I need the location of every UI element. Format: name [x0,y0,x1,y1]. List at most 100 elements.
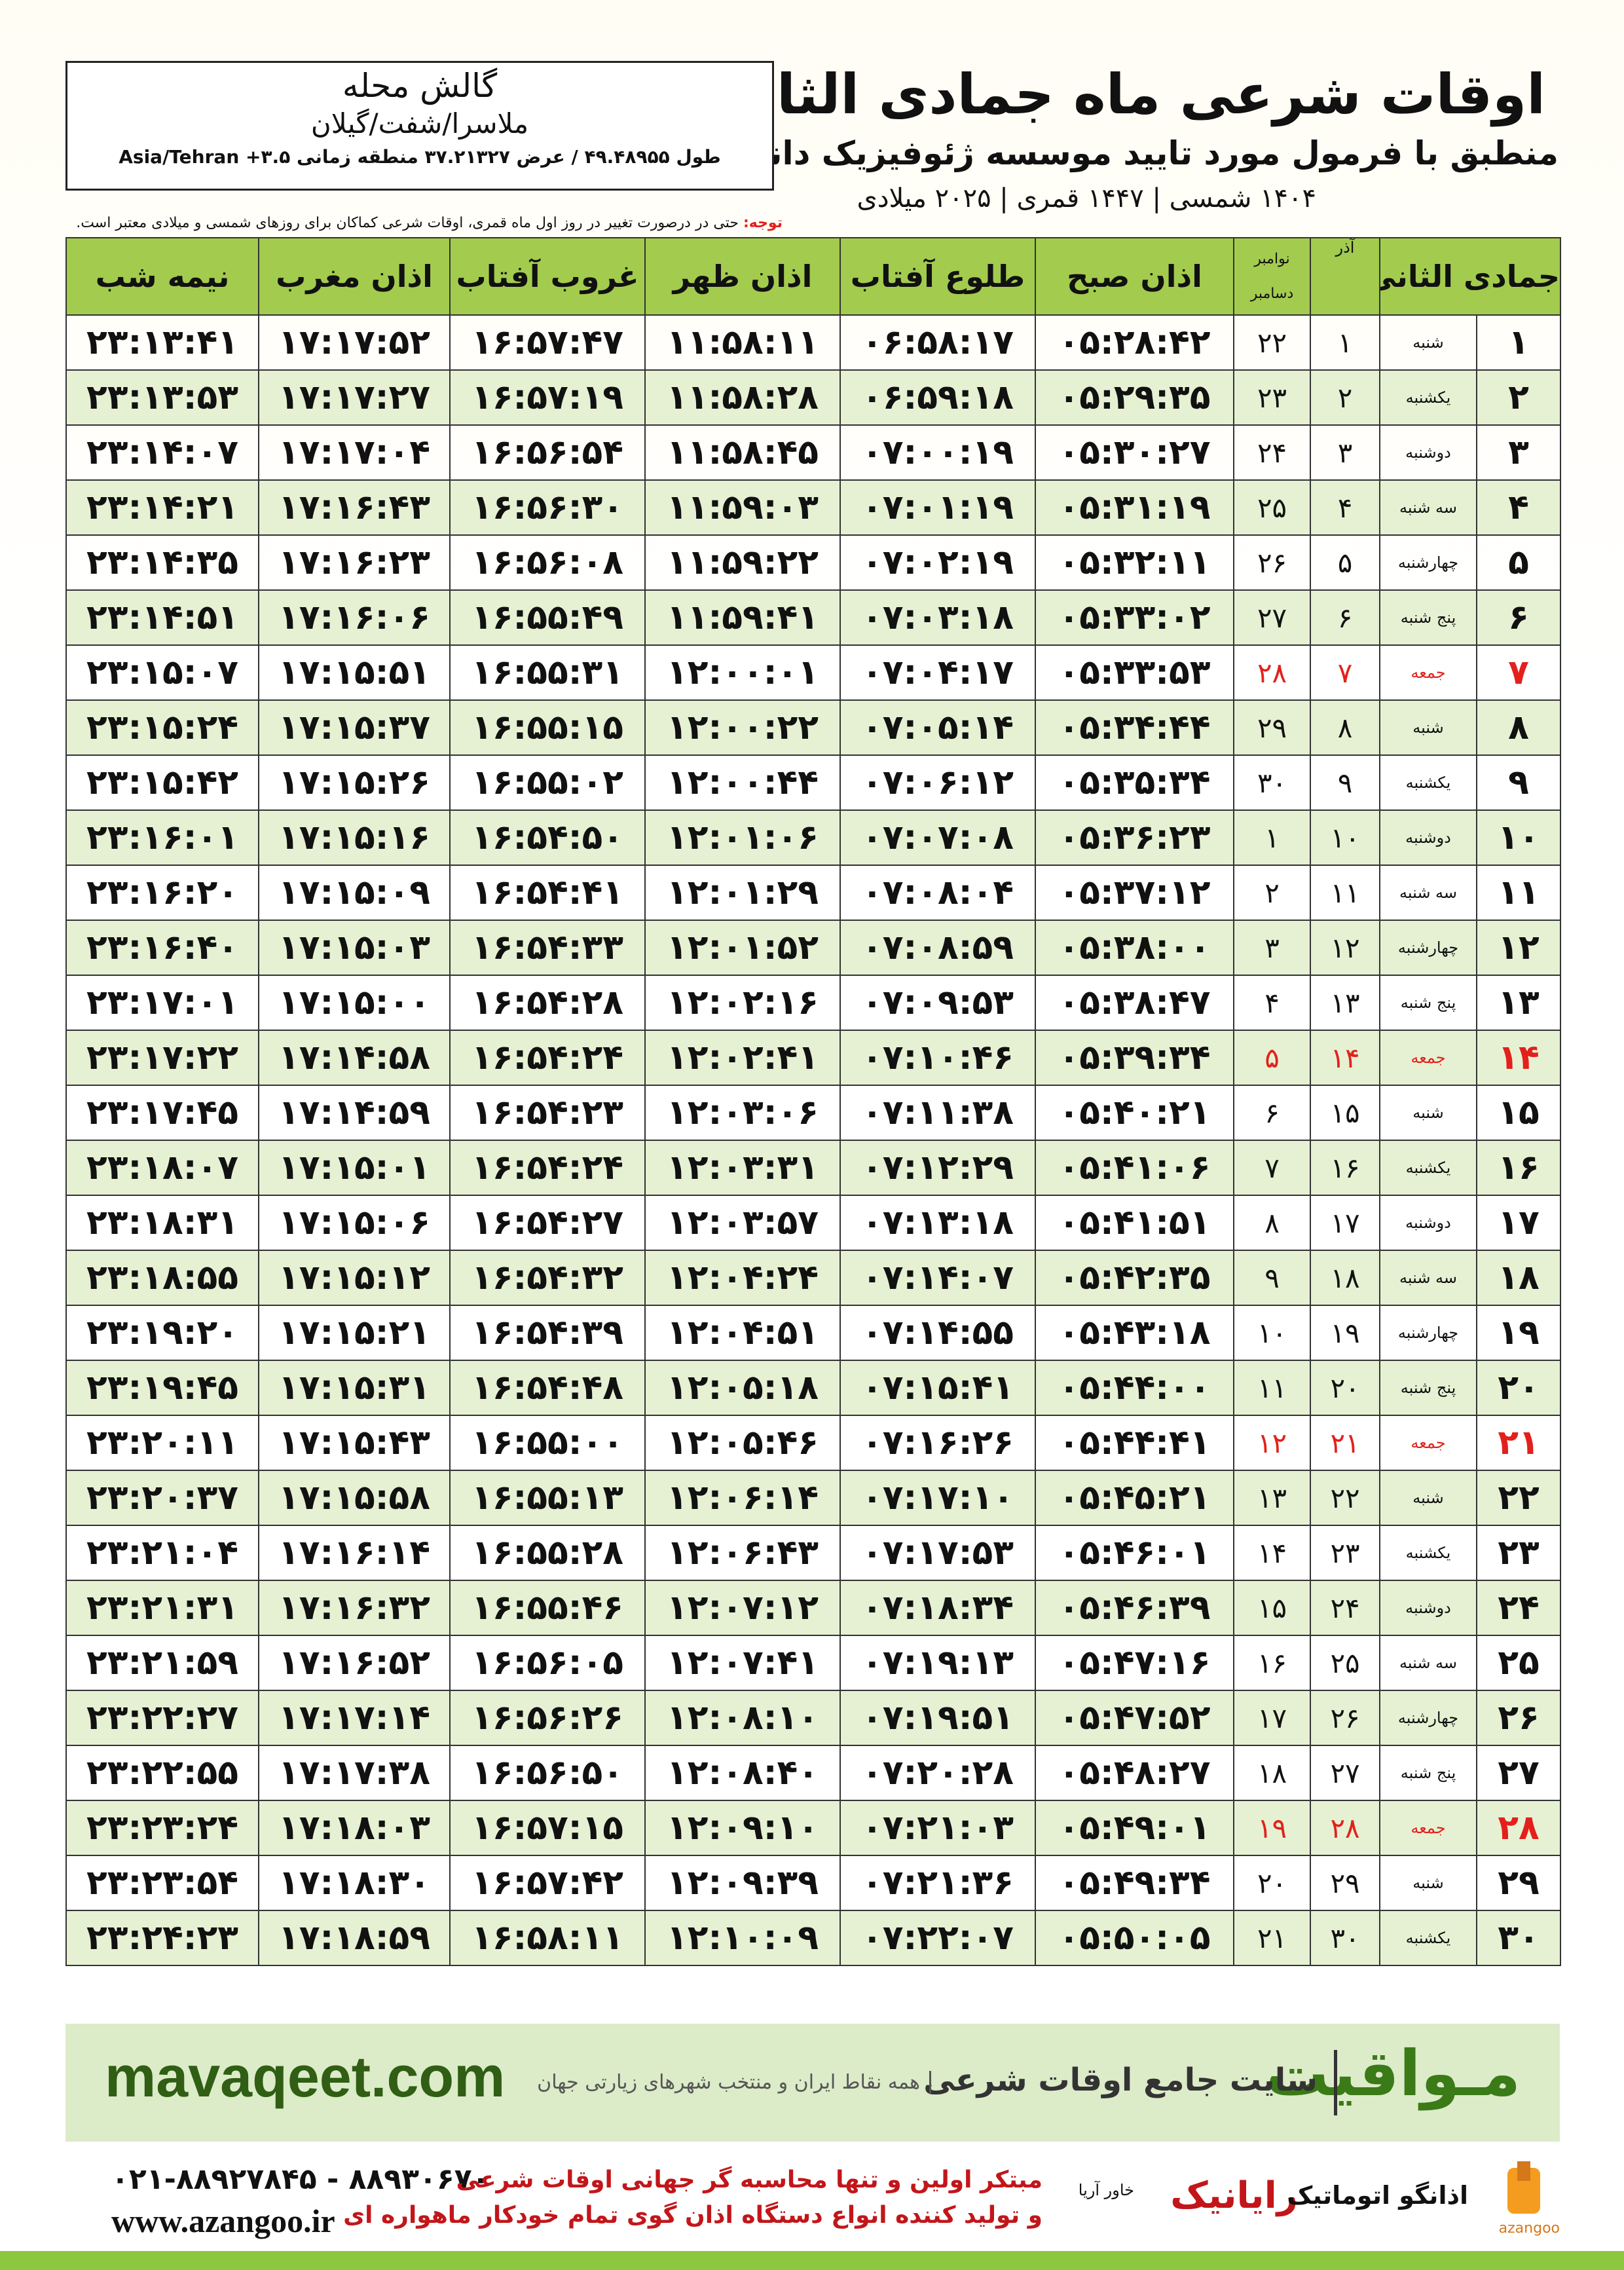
time: ۲۳:۱۴:۵۱ [65,589,259,646]
time: ۱۷:۱۵:۵۸ [258,1470,451,1526]
weekday: شنبه [1378,1085,1478,1141]
logo-rayanik: رایانیک [1170,2174,1298,2217]
table-row: ۳ دوشنبه ۳ ۲۴ ۰۵:۳۰:۲۷ ۰۷:۰۰:۱۹ ۱۱:۵۸:۴۵ ۱۶:۵۶:… [65,424,1562,481]
gregorian-day: ۱۳ [1233,1470,1311,1526]
footer-line1: مبتکر اولین و تنها محاسبه گر جهانی اوقات… [456,2167,1043,2193]
time: ۱۲:۰۶:۴۳ [644,1525,841,1581]
note-text: حتی در درصورت تغییر در روز اول ماه قمری،… [76,215,739,231]
time: ۲۳:۱۵:۴۲ [65,754,259,811]
time: ۰۵:۴۳:۱۸ [1035,1305,1234,1361]
weekday: دوشنبه [1378,1195,1478,1251]
hijri-day: ۱۰ [1476,809,1562,866]
time: ۱۱:۵۸:۲۸ [644,369,841,426]
header-gregorian: نوامبر دسامبر [1233,237,1311,316]
time: ۰۷:۱۹:۵۱ [840,1690,1036,1746]
time: ۰۷:۲۱:۳۶ [840,1855,1036,1911]
time: ۱۲:۰۰:۲۲ [644,699,841,756]
time: ۰۵:۴۴:۴۱ [1035,1415,1234,1471]
time: ۰۵:۳۱:۱۹ [1035,479,1234,536]
time: ۲۳:۱۳:۴۱ [65,314,259,371]
bottom-bar [0,2251,1624,2270]
hijri-day: ۱۸ [1476,1250,1562,1306]
time: ۲۳:۱۷:۰۱ [65,975,259,1031]
time: ۰۵:۳۲:۱۱ [1035,534,1234,591]
table-row: ۱۴ جمعه ۱۴ ۵ ۰۵:۳۹:۳۴ ۰۷:۱۰:۴۶ ۱۲:۰۲:۴۱ ۱۶:۵۴:۲… [65,1030,1562,1086]
time: ۱۷:۱۶:۴۳ [258,479,451,536]
gregorian-day: ۱۵ [1233,1580,1311,1636]
header-time: طلوع آفتاب [840,237,1036,316]
table-row: ۱۹ چهارشنبه ۱۹ ۱۰ ۰۵:۴۳:۱۸ ۰۷:۱۴:۵۵ ۱۲:۰۴:۵۱ ۱۶… [65,1305,1562,1361]
time: ۱۶:۵۵:۰۰ [449,1415,646,1471]
time: ۲۳:۱۴:۳۵ [65,534,259,591]
time: ۱۶:۵۷:۴۲ [449,1855,646,1911]
time: ۱۲:۰۱:۰۶ [644,809,841,866]
note-label: توجه: [743,215,783,231]
time: ۰۷:۰۵:۱۴ [840,699,1036,756]
time: ۲۳:۱۵:۰۷ [65,644,259,701]
logo-azangoo-sub: azangoo [1498,2220,1560,2237]
time: ۲۳:۲۰:۱۱ [65,1415,259,1471]
table-row: ۲۸ جمعه ۲۸ ۱۹ ۰۵:۴۹:۰۱ ۰۷:۲۱:۰۳ ۱۲:۰۹:۱۰ ۱۶:۵۷:… [65,1800,1562,1856]
azar-day: ۲۹ [1310,1855,1380,1911]
time: ۰۷:۰۰:۱۹ [840,424,1036,481]
azar-day: ۷ [1310,644,1380,701]
table-row: ۱۵ شنبه ۱۵ ۶ ۰۵:۴۰:۲۱ ۰۷:۱۱:۳۸ ۱۲:۰۳:۰۶ ۱۶:۵۴:۲… [65,1085,1562,1141]
gregorian-day: ۵ [1233,1030,1311,1086]
time: ۰۵:۳۸:۰۰ [1035,920,1234,976]
azar-day: ۸ [1310,699,1380,756]
time: ۰۷:۱۲:۲۹ [840,1140,1036,1196]
time: ۱۷:۱۵:۱۲ [258,1250,451,1306]
azar-day: ۱ [1310,314,1380,371]
weekday: شنبه [1378,1855,1478,1911]
gregorian-day: ۲۳ [1233,369,1311,426]
azar-day: ۲ [1310,369,1380,426]
hijri-day: ۲۰ [1476,1360,1562,1416]
azar-day: ۱۶ [1310,1140,1380,1196]
azar-day: ۱۷ [1310,1195,1380,1251]
time: ۱۱:۵۹:۴۱ [644,589,841,646]
hijri-day: ۱۲ [1476,920,1562,976]
time: ۲۳:۱۴:۲۱ [65,479,259,536]
time: ۱۷:۱۶:۲۳ [258,534,451,591]
time: ۱۶:۵۵:۳۱ [449,644,646,701]
table-row: ۳۰ یکشنبه ۳۰ ۲۱ ۰۵:۵۰:۰۵ ۰۷:۲۲:۰۷ ۱۲:۱۰:۰۹ ۱۶:۵… [65,1910,1562,1966]
time: ۱۷:۱۵:۱۶ [258,809,451,866]
weekday: یکشنبه [1378,1140,1478,1196]
azar-day: ۴ [1310,479,1380,536]
time: ۰۵:۳۰:۲۷ [1035,424,1234,481]
time: ۲۳:۲۰:۳۷ [65,1470,259,1526]
banner-divider [1334,2050,1337,2115]
time: ۰۷:۱۷:۵۳ [840,1525,1036,1581]
time: ۱۱:۵۹:۰۳ [644,479,841,536]
hijri-day: ۲۴ [1476,1580,1562,1636]
hijri-day: ۲۸ [1476,1800,1562,1856]
time: ۰۶:۵۹:۱۸ [840,369,1036,426]
time: ۱۲:۰۹:۳۹ [644,1855,841,1911]
time: ۰۵:۳۶:۲۳ [1035,809,1234,866]
time: ۰۷:۲۲:۰۷ [840,1910,1036,1966]
header-time: اذان مغرب [258,237,451,316]
table-row: ۱۶ یکشنبه ۱۶ ۷ ۰۵:۴۱:۰۶ ۰۷:۱۲:۲۹ ۱۲:۰۳:۳۱ ۱۶:۵۴… [65,1140,1562,1196]
weekday: سه شنبه [1378,479,1478,536]
weekday: چهارشنبه [1378,1690,1478,1746]
footer-line2: و تولید کننده انواع دستگاه اذان گوی تمام… [343,2202,1043,2229]
time: ۱۲:۰۸:۴۰ [644,1745,841,1801]
time: ۱۲:۰۲:۴۱ [644,1030,841,1086]
table-row: ۱۱ سه شنبه ۱۱ ۲ ۰۵:۳۷:۱۲ ۰۷:۰۸:۰۴ ۱۲:۰۱:۲۹ ۱۶:۵… [65,865,1562,921]
time: ۰۵:۴۵:۲۱ [1035,1470,1234,1526]
hijri-day: ۲۷ [1476,1745,1562,1801]
time: ۰۵:۴۰:۲۱ [1035,1085,1234,1141]
location-name: گالش محله [342,67,498,105]
time: ۰۵:۴۹:۰۱ [1035,1800,1234,1856]
time: ۱۶:۵۴:۳۳ [449,920,646,976]
banner: mavaqeet.com مـواقیت سایت جامع اوقات شرع… [65,2024,1560,2142]
table-row: ۲۵ سه شنبه ۲۵ ۱۶ ۰۵:۴۷:۱۶ ۰۷:۱۹:۱۳ ۱۲:۰۷:۴۱ ۱۶:… [65,1635,1562,1691]
time: ۱۷:۱۴:۵۸ [258,1030,451,1086]
time: ۱۷:۱۷:۱۴ [258,1690,451,1746]
time: ۰۷:۱۸:۳۴ [840,1580,1036,1636]
time: ۲۳:۱۶:۲۰ [65,865,259,921]
azar-day: ۱۰ [1310,809,1380,866]
time: ۲۳:۱۸:۵۵ [65,1250,259,1306]
time: ۱۷:۱۸:۵۹ [258,1910,451,1966]
time: ۲۳:۲۳:۵۴ [65,1855,259,1911]
